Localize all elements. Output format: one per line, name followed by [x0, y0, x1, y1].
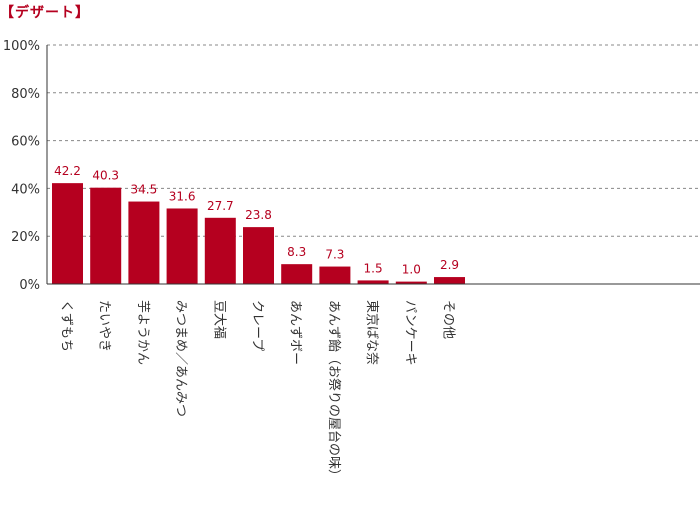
data-label: 40.3: [92, 169, 119, 183]
data-label: 42.2: [54, 164, 81, 178]
data-label: 2.9: [440, 258, 459, 272]
category-label: クレープ: [250, 300, 265, 351]
bar: [204, 217, 236, 284]
y-tick-label: 0%: [19, 278, 40, 293]
y-tick-label: 60%: [11, 135, 40, 150]
data-label: 23.8: [245, 208, 272, 222]
category-label: あんず飴（お祭りの屋台の味）: [326, 300, 341, 482]
bar: [128, 201, 160, 284]
bar: [357, 280, 389, 284]
y-tick-label: 40%: [11, 182, 40, 197]
bar: [395, 281, 427, 284]
data-label: 1.0: [402, 263, 421, 277]
y-tick-label: 20%: [11, 230, 40, 245]
bar: [319, 266, 351, 284]
axes: [46, 45, 700, 285]
category-label: その他: [441, 300, 456, 339]
data-label: 1.5: [364, 261, 383, 275]
category-labels: くずもち たいやき 芋ようかん みつまめ／あんみつ 豆大福 クレープ あんずボー あんず飴（お…: [59, 300, 456, 482]
bar: [281, 264, 313, 284]
category-label: くずもち: [59, 300, 74, 352]
y-tick-label: 100%: [3, 39, 40, 54]
category-label: パンケーキ: [402, 300, 417, 366]
data-label: 34.5: [131, 183, 158, 197]
category-label: 東京ばな奈: [364, 300, 380, 365]
y-tick-label: 80%: [11, 87, 40, 102]
category-label: みつまめ／あんみつ: [173, 300, 188, 417]
data-label: 31.6: [169, 189, 196, 203]
category-label: たいやき: [97, 300, 112, 352]
category-label: 豆大福: [211, 300, 226, 339]
bar: [90, 187, 122, 284]
bar: [243, 227, 274, 284]
chart-title: 【デザート】: [0, 5, 90, 21]
bars: [52, 183, 465, 284]
data-label: 8.3: [287, 245, 306, 259]
category-label: 芋ようかん: [135, 300, 150, 365]
bar: [52, 183, 83, 284]
data-label: 7.3: [325, 248, 344, 262]
bar: [166, 208, 198, 284]
category-label: あんずボー: [288, 300, 303, 365]
y-axis-ticks: 0% 20% 40% 60% 80% 100%: [3, 39, 40, 293]
bar: [434, 277, 465, 284]
data-labels: 42.2 40.3 34.5 31.6 27.7 23.8 8.3 7.3 1.5 1.0 2.9: [54, 164, 459, 276]
data-label: 27.7: [207, 199, 234, 213]
